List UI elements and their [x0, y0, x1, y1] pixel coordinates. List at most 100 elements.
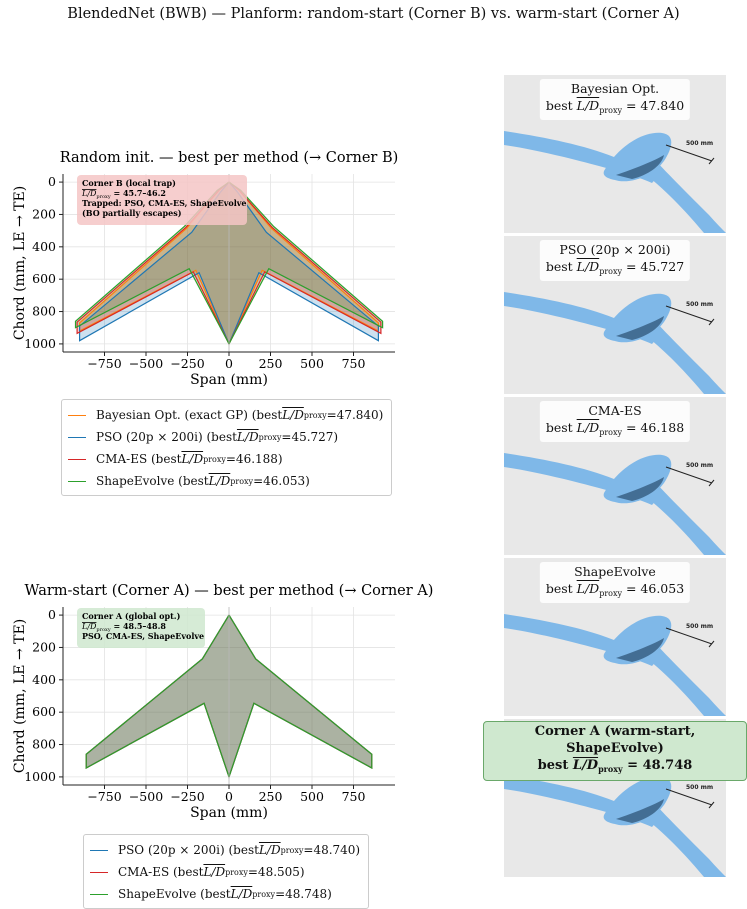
scale-label: 500 mm	[686, 140, 713, 147]
scale-bar-tick	[708, 157, 715, 165]
annotation-line: Corner A (global opt.)	[82, 611, 181, 621]
legend-value: =48.505)	[247, 865, 305, 879]
scale-bar-tick	[708, 640, 715, 648]
scale-bar-tick	[708, 479, 715, 487]
legend-entry: PSO (20p × 200i) (best L/D proxy =48.740)	[90, 839, 360, 861]
chart-title: Warm-start (Corner A) — best per method …	[25, 583, 434, 599]
wing-shadow	[616, 477, 664, 501]
scale-label: 500 mm	[686, 623, 713, 630]
legend-value: =46.053)	[253, 474, 310, 488]
panel-best-value: best L/Dproxy = 47.840	[545, 98, 685, 115]
scale-label: 500 mm	[686, 462, 713, 469]
panel-method-name: ShapeEvolve	[574, 564, 656, 579]
wing-render: 500 mm	[504, 614, 726, 716]
annotation-box	[77, 175, 247, 225]
warm-start-legend: PSO (20p × 200i) (best L/D proxy =48.740) C…	[83, 834, 370, 909]
wing-render-panel: 500 mm ShapeEvolve best L/Dproxy = 46.053	[504, 558, 726, 716]
annotation-box	[77, 608, 205, 648]
wing-render-panel: 500 mm CMA-ES best L/Dproxy = 46.188	[504, 397, 726, 555]
wing-render-panel: 500 mm Bayesian Opt. best L/Dproxy = 47.84…	[504, 75, 726, 233]
x-tick-label: −250	[170, 789, 204, 804]
panel-best-value: best L/Dproxy = 46.188	[545, 420, 685, 437]
y-tick-label: 0	[48, 607, 56, 622]
wing-shadow	[616, 638, 664, 662]
legend-entry: CMA-ES (best L/D proxy =46.188)	[68, 448, 383, 470]
legend-swatch	[90, 849, 108, 851]
scale-bar	[665, 627, 713, 645]
legend-value: =46.188)	[225, 452, 283, 466]
panel-method-name: Bayesian Opt.	[570, 81, 660, 96]
scale-bar	[665, 788, 713, 806]
x-tick-label: 0	[225, 789, 233, 804]
wing-shadow	[616, 155, 664, 179]
y-axis-label: Chord (mm, LE → TE)	[12, 186, 28, 340]
y-axis-label: Chord (mm, LE → TE)	[12, 619, 28, 773]
x-tick-label: −500	[129, 356, 163, 371]
panel-best-value: best L/Dproxy = 45.727	[545, 259, 685, 276]
y-tick-label: 1000	[24, 769, 56, 784]
legend-entry: Bayesian Opt. (exact GP) (best L/D proxy =…	[68, 404, 383, 426]
corner-a-badge-title: Corner A (warm-start, ShapeEvolve)	[534, 724, 696, 756]
x-tick-label: 250	[259, 789, 283, 804]
annotation-line: PSO, CMA-ES, ShapeEvolve	[82, 631, 204, 641]
chart-title: Random init. — best per method (→ Corner…	[60, 150, 399, 166]
legend-label: Bayesian Opt. (exact GP) (best	[96, 408, 283, 422]
x-tick-label: −500	[129, 789, 163, 804]
scale-label: 500 mm	[686, 301, 713, 308]
wing-render: 500 mm	[504, 453, 726, 555]
annotation-line: (BO partially escapes)	[82, 208, 182, 218]
near-wing-shape	[644, 803, 726, 877]
wing-render: 500 mm	[504, 131, 726, 233]
legend-swatch	[68, 436, 86, 438]
random-init-planform-chart: −750 −500 −250 0 250 500 750 0 200 400 600 800 1000 R…	[12, 150, 399, 388]
scale-bar-tick	[708, 801, 715, 809]
annotation-line: Trapped: PSO, CMA-ES, ShapeEvolve	[82, 198, 246, 208]
y-tick-label: 0	[48, 174, 56, 189]
legend-value: =48.748)	[275, 887, 332, 901]
corner-a-badge: Corner A (warm-start, ShapeEvolve) best …	[483, 721, 747, 781]
legend-entry: ShapeEvolve (best L/D proxy =46.053)	[68, 470, 383, 492]
panel-label: CMA-ES best L/Dproxy = 46.188	[539, 401, 691, 442]
scale-bar-tick	[708, 318, 715, 326]
panel-label: ShapeEvolve best L/Dproxy = 46.053	[539, 562, 691, 603]
annotation-line: L/Dproxy = 48.5–48.8	[81, 621, 166, 633]
panel-method-name: PSO (20p × 200i)	[559, 242, 671, 257]
legend-entry: CMA-ES (best L/D proxy =48.505)	[90, 861, 360, 883]
annotation-line: L/Dproxy = 45.7–46.2	[81, 188, 166, 200]
wing-render: 500 mm	[504, 292, 726, 394]
scale-bar	[665, 305, 713, 323]
x-tick-label: 0	[225, 356, 233, 371]
wing-render: 500 mm	[504, 775, 726, 877]
x-tick-label: −750	[87, 356, 121, 371]
legend-label: CMA-ES (best	[118, 865, 204, 879]
wing-shadow	[616, 799, 664, 823]
x-tick-label: −750	[87, 789, 121, 804]
legend-value: =47.840)	[326, 408, 384, 422]
legend-swatch	[68, 414, 86, 416]
legend-swatch	[68, 480, 86, 482]
x-tick-label: 750	[342, 789, 366, 804]
near-wing-shape	[644, 481, 726, 555]
y-tick-label: 400	[32, 239, 56, 254]
panel-method-name: CMA-ES	[588, 403, 642, 418]
scale-label: 500 mm	[686, 784, 713, 791]
x-tick-label: 250	[259, 356, 283, 371]
near-wing-shape	[644, 159, 726, 233]
annotation-line: Corner B (local trap)	[82, 178, 176, 188]
legend-label: CMA-ES (best	[96, 452, 182, 466]
y-tick-label: 800	[32, 304, 56, 319]
x-axis-label: Span (mm)	[190, 372, 268, 388]
legend-label: ShapeEvolve (best	[118, 887, 231, 901]
figure-suptitle: BlendedNet (BWB) — Planform: random-star…	[67, 6, 680, 22]
legend-entry: PSO (20p × 200i) (best L/D proxy =45.727)	[68, 426, 383, 448]
y-tick-label: 1000	[24, 336, 56, 351]
random-init-legend: Bayesian Opt. (exact GP) (best L/D proxy =…	[61, 399, 393, 496]
x-tick-label: 500	[300, 356, 324, 371]
corner-a-badge-value: best L/Dproxy = 48.748	[537, 758, 693, 774]
warm-start-planform-chart: −750 −500 −250 0 250 500 750 0 200 400 600 800 1000 W…	[12, 583, 434, 821]
x-axis-label: Span (mm)	[190, 805, 268, 821]
legend-entry: ShapeEvolve (best L/D proxy =48.748)	[90, 883, 360, 905]
panel-best-value: best L/Dproxy = 46.053	[545, 581, 685, 598]
y-tick-label: 400	[32, 672, 56, 687]
x-tick-label: 500	[300, 789, 324, 804]
